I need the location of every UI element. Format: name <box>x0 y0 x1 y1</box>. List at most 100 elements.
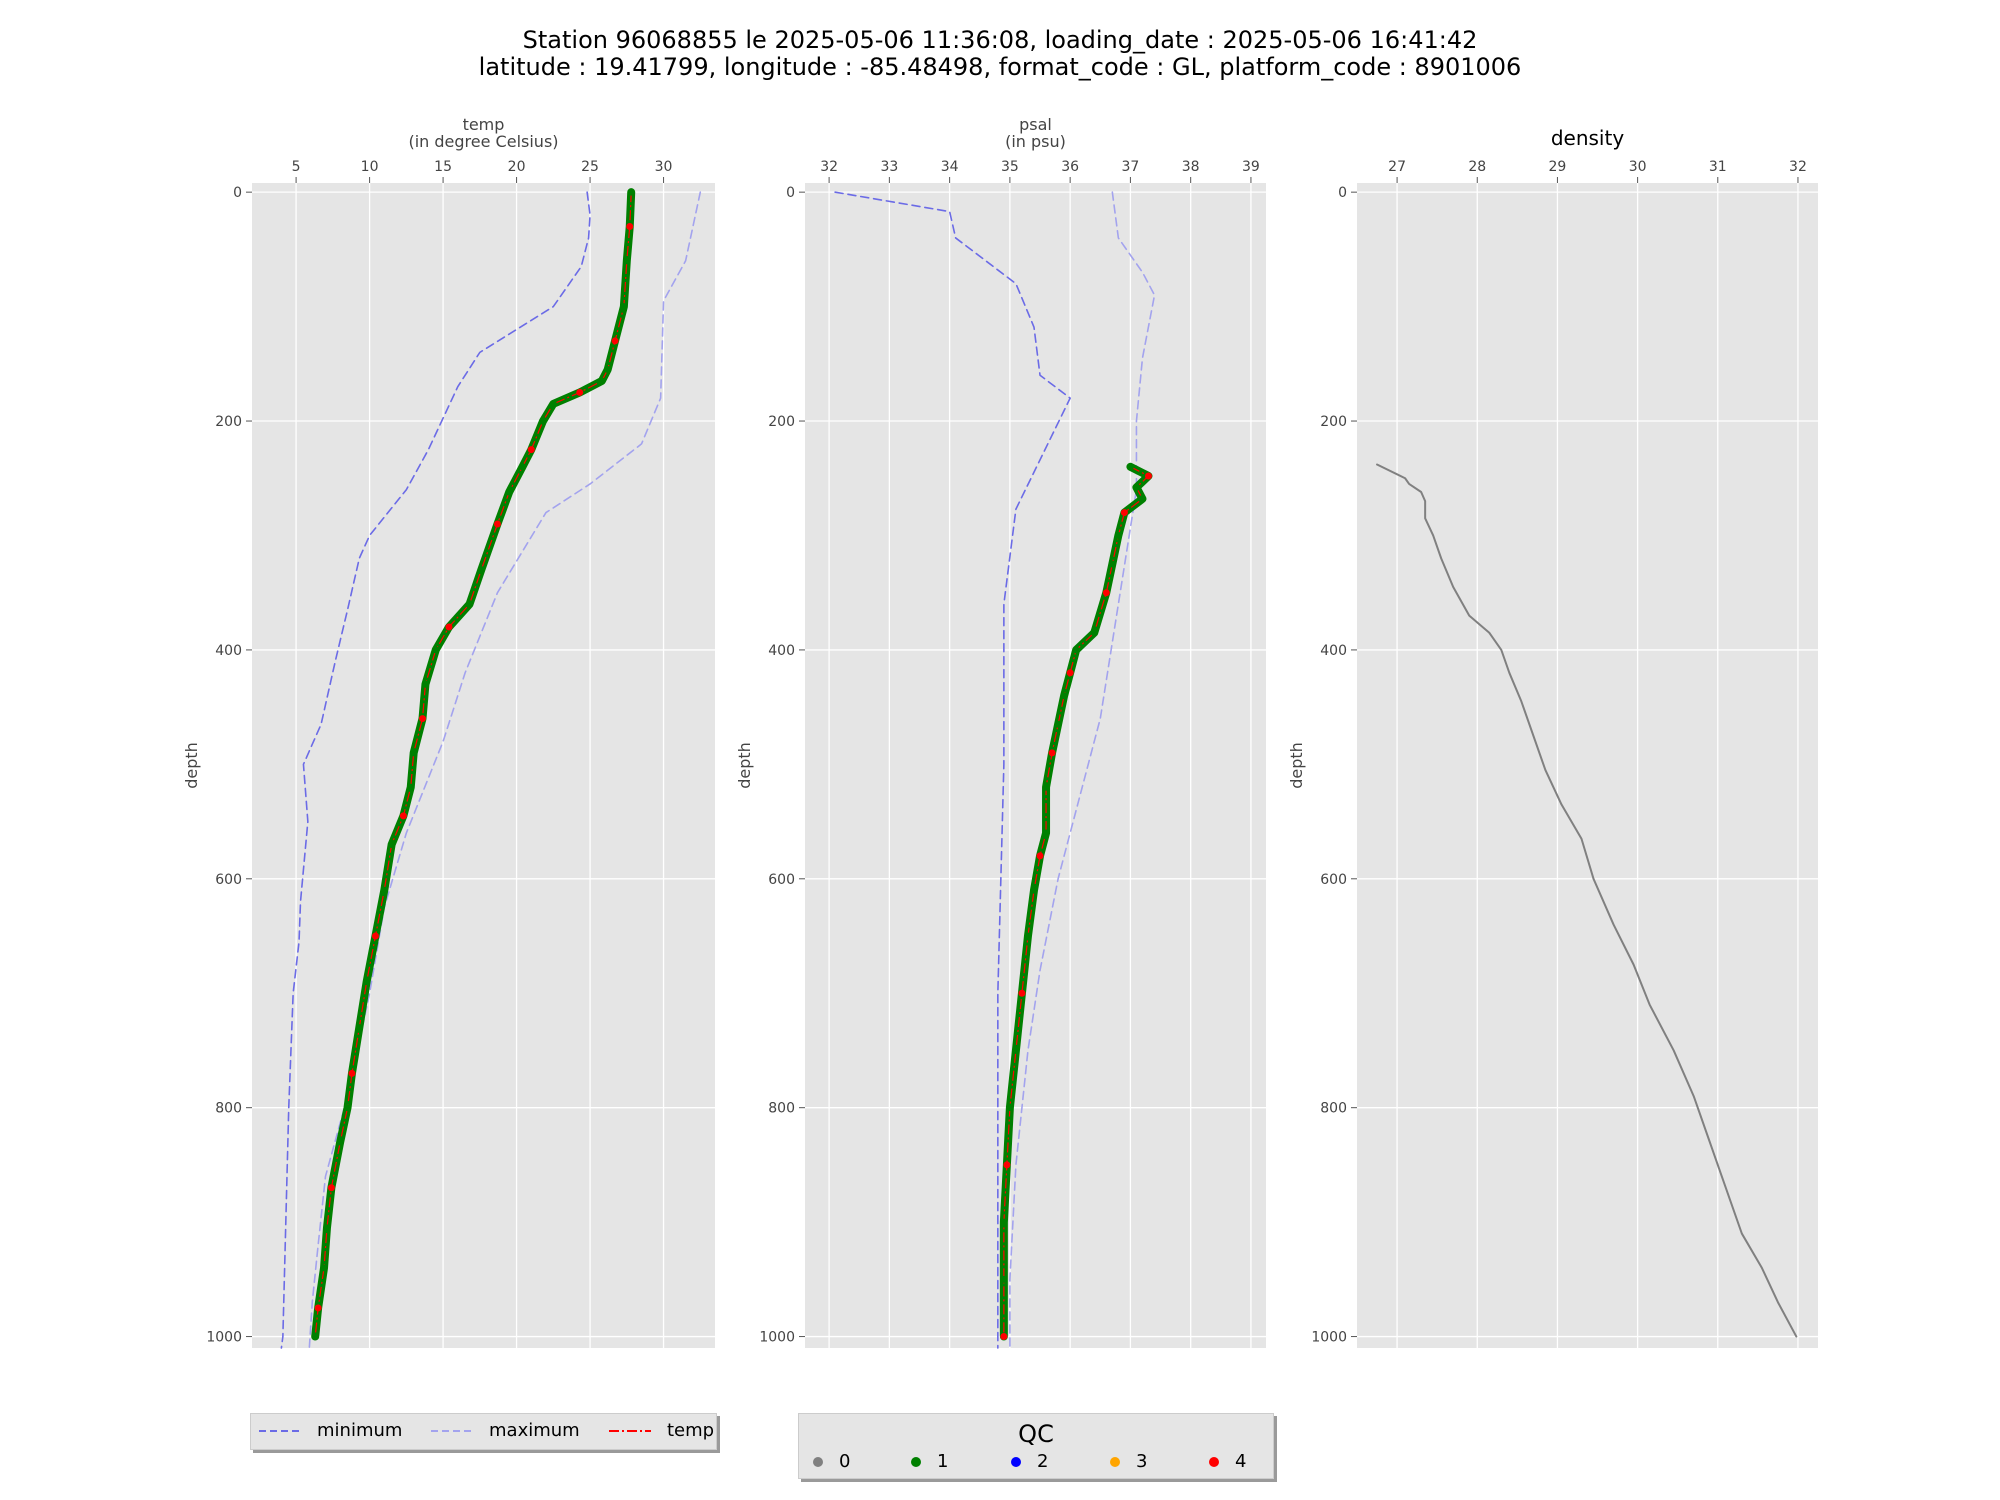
qc-point <box>626 222 634 230</box>
legend-qc-item-0: 0 <box>811 1451 850 1472</box>
legend-qc: QC 0 1 2 3 4 <box>798 1413 1274 1479</box>
qc-point <box>477 566 485 574</box>
y-tick-label: 600 <box>1320 872 1347 888</box>
qc-point <box>505 488 513 496</box>
x-tick-label: 15 <box>434 159 452 175</box>
legend-item-temp: temp <box>607 1420 714 1441</box>
qc-point <box>1012 1046 1020 1054</box>
qc-point <box>1090 629 1098 637</box>
qc-point <box>371 932 379 940</box>
panel-psal: 32 33 34 35 36 37 38 39 0 200 400 600 800 1000 depth ps… <box>735 115 1266 1349</box>
qc-point <box>445 623 453 631</box>
qc-point <box>1108 560 1116 568</box>
x-tick-label: 32 <box>1789 159 1807 175</box>
x-tick-label: 34 <box>941 159 959 175</box>
qc-point <box>1054 720 1062 728</box>
chart-title-line1: Station 96068855 le 2025-05-06 11:36:08,… <box>522 26 1478 54</box>
legend-qc-item-4: 4 <box>1207 1451 1246 1472</box>
qc-point <box>549 400 557 408</box>
series-minimum <box>834 191 1071 1349</box>
qc-point <box>1048 749 1056 757</box>
qc-point <box>432 646 440 654</box>
y-tick-label: 400 <box>1320 643 1347 659</box>
legend-main: minimum maximum temp <box>250 1413 717 1450</box>
qc-point <box>363 978 371 986</box>
x-tick-label: 29 <box>1549 159 1567 175</box>
panel-density: 27 28 29 30 31 32 0 200 400 600 800 1000 depth densit… <box>1287 126 1818 1348</box>
panel-temp: 5 10 15 20 25 30 0 200 400 600 800 1000 depth temp(in… <box>182 115 715 1349</box>
y-tick-label: 1000 <box>759 1330 795 1346</box>
legend-qc-label-1: 1 <box>937 1451 949 1472</box>
legend-qc-label-0: 0 <box>839 1451 851 1472</box>
y-tick-label: 200 <box>1320 414 1347 430</box>
qc-point <box>1006 1104 1014 1112</box>
qc-point <box>1126 463 1134 471</box>
x-tick-label: 38 <box>1182 159 1200 175</box>
x-axis-label: temp <box>463 115 505 134</box>
x-axis-label: psal <box>1019 115 1052 134</box>
legend-label-maximum: maximum <box>489 1420 580 1441</box>
qc-point <box>1042 783 1050 791</box>
x-tick-label: 32 <box>820 159 838 175</box>
panel-background <box>252 183 715 1348</box>
qc-point <box>1072 646 1080 654</box>
x-tick-label: 25 <box>581 159 599 175</box>
qc-point <box>620 303 628 311</box>
y-tick-label: 400 <box>768 643 795 659</box>
x-tick-label: 30 <box>655 159 673 175</box>
y-tick-label: 0 <box>786 185 795 201</box>
y-axis-label: depth <box>182 742 201 789</box>
y-tick-label: 1000 <box>1311 1330 1347 1346</box>
qc-point <box>407 783 415 791</box>
y-tick-label: 0 <box>233 185 242 201</box>
panel-title: density <box>1551 126 1624 150</box>
series-maximum <box>1009 191 1156 1349</box>
qc-point <box>399 812 407 820</box>
qc-point <box>419 715 427 723</box>
qc-point <box>1102 589 1110 597</box>
qc-point <box>1003 1161 1011 1169</box>
qc-point <box>1120 509 1128 517</box>
qc-point <box>314 1304 322 1312</box>
qc-point <box>627 188 635 196</box>
qc-point <box>348 1069 356 1077</box>
y-tick-label: 400 <box>215 643 242 659</box>
qc-point <box>380 886 388 894</box>
qc-point <box>320 1264 328 1272</box>
y-tick-label: 200 <box>768 414 795 430</box>
qc-point <box>611 337 619 345</box>
qc-point <box>410 749 418 757</box>
y-axis-label: depth <box>1287 742 1306 789</box>
x-tick-label: 10 <box>361 159 379 175</box>
y-tick-label: 0 <box>1338 185 1347 201</box>
qc-point <box>1042 829 1050 837</box>
qc-point <box>336 1138 344 1146</box>
qc-point <box>598 377 606 385</box>
x-tick-label: 35 <box>1001 159 1019 175</box>
qc-point <box>518 463 526 471</box>
legend-item-minimum: minimum <box>257 1420 402 1441</box>
series-density <box>1376 463 1798 1338</box>
qc-point <box>327 1184 335 1192</box>
y-axis-label: depth <box>735 742 754 789</box>
legend-qc-item-2: 2 <box>1009 1451 1048 1472</box>
qc-point <box>1138 495 1146 503</box>
qc-point <box>1018 989 1026 997</box>
qc-point <box>1000 1333 1008 1341</box>
series-maximum <box>308 191 702 1349</box>
x-tick-label: 30 <box>1629 159 1647 175</box>
legend-item-maximum: maximum <box>429 1420 580 1441</box>
legend-qc-item-3: 3 <box>1108 1451 1147 1472</box>
qc-point <box>1060 692 1068 700</box>
legend-qc-item-1: 1 <box>909 1451 948 1472</box>
x-tick-label: 28 <box>1468 159 1486 175</box>
legend-qc-label-2: 2 <box>1037 1451 1049 1472</box>
panel-background <box>805 183 1266 1348</box>
y-tick-label: 800 <box>1320 1101 1347 1117</box>
legend-qc-label-3: 3 <box>1136 1451 1148 1472</box>
panel-background <box>1357 183 1818 1348</box>
legend-qc-label-4: 4 <box>1235 1451 1247 1472</box>
x-tick-label: 33 <box>880 159 898 175</box>
qc-point <box>355 1024 363 1032</box>
